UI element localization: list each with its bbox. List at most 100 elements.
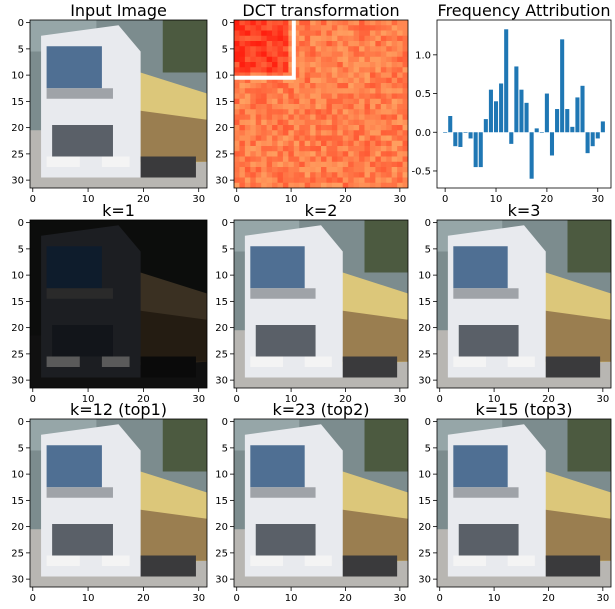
dct-cell: [288, 93, 295, 100]
dct-cell: [380, 119, 387, 126]
dct-cell: [337, 140, 344, 147]
dct-cell: [255, 56, 262, 63]
dct-cell: [293, 167, 300, 173]
dct-cell: [375, 167, 382, 173]
dct-cell: [304, 119, 311, 126]
dct-cell: [391, 83, 398, 89]
dct-cell: [391, 172, 398, 178]
dct-cell: [348, 77, 355, 84]
dct-cell: [266, 130, 273, 136]
trailer-shadow: [534, 309, 611, 362]
dct-cell: [386, 161, 393, 168]
dct-cell: [369, 167, 376, 173]
dct-cell: [244, 67, 251, 73]
dct-cell: [364, 30, 371, 37]
dct-cell: [391, 72, 398, 79]
dct-cell: [310, 72, 316, 79]
dct-cell: [375, 156, 382, 163]
dct-cell: [288, 130, 295, 136]
dct-cell: [277, 67, 284, 73]
x-tick-label: 30: [192, 593, 205, 604]
dct-cell: [337, 109, 344, 115]
windshield: [250, 246, 305, 289]
dct-cell: [282, 88, 289, 94]
dct-cell: [293, 140, 300, 147]
dct-cell: [342, 51, 349, 58]
dct-cell: [272, 161, 278, 168]
dct-cell: [277, 146, 284, 152]
image-content: [437, 419, 611, 587]
dct-cell: [348, 46, 355, 52]
y-tick-label: 10: [418, 470, 431, 481]
dct-cell: [386, 93, 393, 100]
headlight-right: [101, 156, 130, 167]
dct-cell: [342, 25, 349, 31]
dct-cell: [397, 146, 403, 152]
dct-cell: [299, 172, 306, 178]
dct-cell: [353, 98, 360, 105]
dct-cell: [369, 182, 376, 188]
dct-cell: [277, 35, 284, 42]
dct-cell: [391, 93, 398, 100]
dct-cell: [288, 156, 295, 163]
dct-cell: [380, 56, 387, 63]
dct-cell: [250, 151, 257, 157]
dct-cell: [272, 104, 278, 110]
dct-cell: [234, 77, 240, 84]
dct-cell: [321, 140, 327, 147]
bar-1: [448, 116, 453, 133]
dct-cell: [353, 46, 360, 52]
dct-cell: [364, 104, 371, 110]
dct-cell: [282, 93, 289, 100]
trailer-shadow: [129, 309, 207, 362]
dct-cell: [250, 119, 257, 126]
panel-title: k=2: [305, 201, 338, 220]
dct-cell: [359, 172, 365, 178]
dct-cell: [331, 56, 338, 63]
dct-cell: [239, 177, 246, 184]
dct-cell: [375, 151, 382, 157]
dct-cell: [364, 125, 371, 131]
dct-cell: [326, 56, 333, 63]
dct-cell: [293, 56, 300, 63]
dct-cell: [239, 67, 246, 73]
dct-cell: [282, 67, 289, 73]
dct-cell: [321, 109, 327, 115]
dct-cell: [321, 114, 327, 121]
dct-cell: [337, 77, 344, 84]
dct-cell: [364, 25, 371, 31]
grill: [52, 325, 113, 357]
dct-cell: [321, 146, 327, 152]
dct-cell: [277, 182, 284, 188]
panel-title: k=15 (top3): [476, 400, 573, 419]
dct-cell: [342, 30, 349, 37]
dct-cell: [282, 46, 289, 52]
dct-cell: [375, 119, 382, 126]
dct-cell: [293, 114, 300, 121]
dct-cell: [244, 98, 251, 105]
trailer-shadow: [331, 309, 408, 362]
dct-cell: [310, 56, 316, 63]
dct-cell: [282, 20, 289, 26]
dct-cell: [321, 88, 327, 94]
dct-cell: [348, 177, 355, 184]
dct-cell: [239, 167, 246, 173]
dct-cell: [380, 98, 387, 105]
dct-cell: [293, 135, 300, 142]
dct-cell: [369, 140, 376, 147]
dct-cell: [380, 35, 387, 42]
dct-cell: [342, 151, 349, 157]
x-tick-label: 20: [137, 194, 150, 205]
dct-cell: [272, 77, 278, 84]
dct-cell: [293, 41, 300, 47]
dct-cell: [359, 83, 365, 89]
panel-title: k=1: [102, 201, 135, 220]
dct-cell: [364, 41, 371, 47]
bar-25: [570, 126, 575, 133]
dct-cell: [288, 114, 295, 121]
dct-cell: [397, 119, 403, 126]
dct-cell: [277, 104, 284, 110]
dct-cell: [310, 46, 316, 52]
dct-cell: [391, 51, 398, 58]
dct-cell: [326, 151, 333, 157]
